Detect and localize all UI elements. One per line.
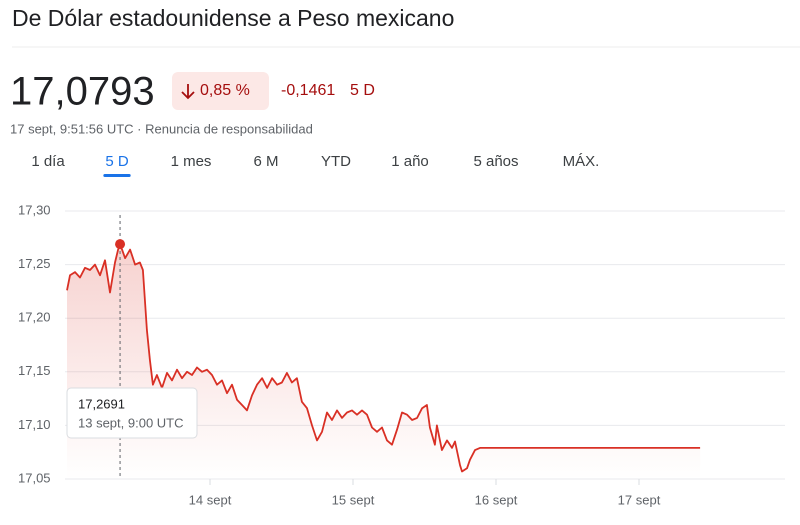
price: 17,0793	[10, 70, 155, 114]
tab[interactable]: MÁX.	[563, 153, 600, 170]
area	[67, 244, 701, 479]
down-arrow	[181, 84, 195, 100]
period: 5 D	[350, 82, 375, 99]
title: De Dólar estadounidense a Peso mexicano	[12, 5, 454, 31]
tab[interactable]: 1 mes	[171, 153, 212, 170]
tab[interactable]: 1 año	[391, 153, 429, 170]
x-tick-label: 17 sept	[618, 492, 661, 507]
tooltip-box	[66, 387, 198, 439]
timestamp: 17 sept, 9:51:56 UTC · Renuncia de respo…	[10, 121, 313, 136]
price-line	[66, 243, 701, 473]
tab-underline	[103, 174, 131, 177]
x-tick-label: 15 sept	[332, 492, 375, 507]
change-percent: 0,85 %	[200, 82, 250, 99]
tooltip-time: 13 sept, 9:00 UTC	[78, 415, 184, 430]
change: -0,1461	[281, 82, 335, 99]
tooltip-value: 17,2691	[78, 396, 125, 411]
tab[interactable]: 1 día	[31, 153, 65, 170]
y-tick-label: 17,05	[18, 470, 51, 485]
y-tick-label: 17,15	[18, 363, 51, 378]
change-badge	[172, 72, 269, 110]
x-tick-label: 14 sept	[189, 492, 232, 507]
x-tick-label: 16 sept	[475, 492, 518, 507]
hover-point	[115, 239, 126, 250]
y-tick-label: 17,30	[18, 202, 51, 217]
tabs: 1 día 5 D 1 mes 6 M YTD 1 año 5 años MÁX.	[31, 153, 599, 177]
chart: 17,05 17,10 17,15 17,20 17,25 17,30 14 sept 15 …	[18, 202, 785, 507]
y-tick-label: 17,10	[18, 417, 51, 432]
tab[interactable]: 5 D	[105, 153, 129, 170]
y-tick-label: 17,20	[18, 310, 51, 325]
y-tick-label: 17,25	[18, 256, 51, 271]
tab[interactable]: 5 años	[473, 153, 518, 170]
tab[interactable]: 6 M	[253, 153, 278, 170]
tab[interactable]: YTD	[321, 153, 351, 170]
